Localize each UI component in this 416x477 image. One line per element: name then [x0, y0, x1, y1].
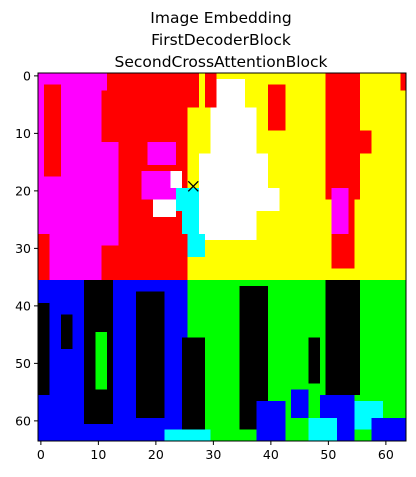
heatmap-region-blue — [256, 400, 286, 441]
heatmap-region-black — [61, 314, 73, 349]
heatmap-region-green — [95, 331, 107, 390]
heatmap-region-black — [181, 337, 205, 430]
heatmap-region-magenta — [101, 142, 119, 246]
y-tick-label: 60 — [15, 413, 31, 428]
heatmap-region-green — [279, 280, 297, 361]
y-tick-label: 30 — [15, 241, 31, 256]
heatmap-image — [38, 73, 406, 441]
heatmap-region-blue — [291, 389, 309, 418]
heatmap-region-magenta — [147, 142, 176, 165]
x-tick-label: 0 — [37, 447, 45, 462]
marker-layer — [187, 180, 199, 192]
chart-title-line-3: SecondCrossAttentionBlock — [115, 53, 328, 71]
x-tick-label: 40 — [263, 447, 279, 462]
x-tick-label: 50 — [320, 447, 336, 462]
heatmap-region-black — [38, 303, 50, 395]
x-axis: 0 10 20 30 40 50 60 — [37, 441, 394, 462]
heatmap-region-cyan — [176, 188, 199, 211]
heatmap-region-cyan — [187, 234, 205, 257]
heatmap-region-red — [176, 73, 199, 108]
y-tick-label: 40 — [15, 298, 31, 313]
heatmap-region-cyan — [164, 429, 211, 441]
heatmap-region-red — [204, 73, 217, 108]
heatmap-region-red — [107, 73, 165, 142]
heatmap-region-black — [325, 280, 360, 395]
heatmap-region-magenta — [331, 188, 349, 234]
heatmap-region-red — [38, 234, 50, 280]
chart-title-line-2: FirstDecoderBlock — [151, 31, 291, 49]
y-axis: 0 10 20 30 40 50 60 — [15, 68, 38, 428]
heatmap-region-white — [199, 211, 257, 240]
heatmap-region-white — [153, 199, 176, 217]
heatmap-region-red — [360, 130, 372, 154]
heatmap-region-cyan — [181, 211, 199, 234]
heatmap-region-white — [210, 107, 257, 154]
plot-frame — [37, 72, 407, 442]
point-marker-stroke — [187, 180, 199, 192]
heatmap-region-white — [193, 188, 280, 211]
heatmap-region-white — [170, 170, 182, 188]
heatmap-region-red — [325, 73, 360, 200]
x-tick-label: 60 — [378, 447, 394, 462]
x-tick-label: 30 — [205, 447, 221, 462]
heatmap-region-cyan — [308, 418, 337, 441]
x-tick-label: 10 — [90, 447, 106, 462]
heatmap-region-black — [135, 291, 165, 418]
y-tick-label: 10 — [15, 126, 31, 141]
heatmap-region-red — [400, 73, 406, 91]
y-tick-label: 20 — [15, 183, 31, 198]
y-tick-label: 0 — [23, 68, 31, 83]
x-tick-label: 20 — [148, 447, 164, 462]
heatmap-region-white — [216, 78, 245, 108]
heatmap-region-white — [199, 153, 268, 188]
heatmap-region-black — [308, 337, 320, 384]
heatmap-region-red — [268, 84, 286, 131]
heatmap-region-red — [43, 84, 61, 177]
y-tick-label: 50 — [15, 356, 31, 371]
chart-title-line-1: Image Embedding — [150, 9, 291, 27]
heatmap-region-blue — [371, 418, 406, 441]
